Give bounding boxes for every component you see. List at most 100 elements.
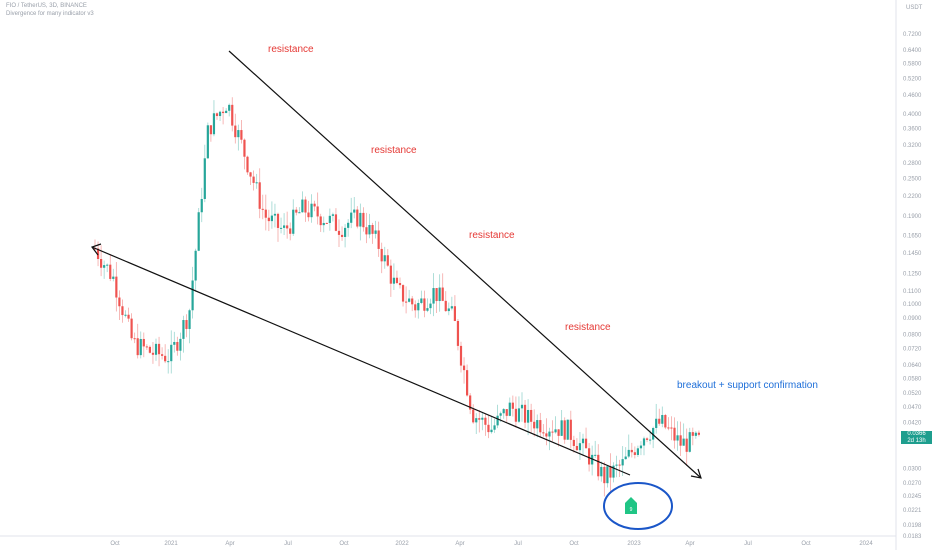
candle-body [276, 213, 280, 228]
candle-body [286, 225, 289, 229]
candle-body [481, 417, 484, 420]
candle-body [161, 354, 164, 356]
candle-body [231, 104, 234, 126]
candle-body [615, 464, 618, 466]
candle-body [456, 320, 460, 346]
candle-body [292, 209, 295, 234]
candle-body [694, 432, 697, 436]
candle-body [462, 365, 466, 371]
candle-body [554, 429, 557, 433]
candle-body [475, 418, 478, 423]
candle-body [606, 466, 609, 484]
candle-body [649, 439, 652, 441]
candle-body [520, 404, 524, 409]
candle-body [618, 464, 621, 466]
candle-body [600, 466, 603, 477]
candle-body [185, 320, 188, 329]
candle-body [334, 214, 338, 231]
candle-body [661, 414, 664, 424]
last-price-tag: 0.0366 2d 13h [901, 431, 932, 444]
candle-body [362, 212, 365, 228]
candle-body [377, 230, 380, 249]
candle-body [252, 176, 255, 183]
candle-body [505, 409, 508, 416]
candle-body [642, 438, 646, 446]
candle-body [679, 435, 682, 446]
candle-body [215, 113, 219, 117]
candle-body [603, 466, 606, 484]
candle-body [514, 408, 517, 422]
candle-body [154, 343, 158, 355]
candle-body [212, 113, 216, 135]
y-tick-label: 0.2200 [903, 194, 922, 200]
candle-body [597, 454, 600, 477]
y-tick-label: 0.0900 [903, 316, 922, 322]
candle-body [255, 182, 258, 184]
support-trendline-arrow [91, 243, 102, 256]
candle-body [466, 370, 469, 396]
candle-body [115, 276, 118, 298]
candle-body [664, 414, 667, 428]
candle-body [478, 418, 481, 420]
candle-body [472, 409, 475, 423]
y-axis: 0.7200 0.6400 0.5800 0.5200 0.4600 0.4000 0.36… [903, 32, 922, 540]
candle-body [395, 277, 399, 284]
candle-body [594, 454, 597, 456]
candle-body [591, 454, 594, 465]
indicator-header: Divergence for many indicator v3 [6, 11, 94, 17]
candle-body [581, 438, 585, 444]
candle-body [508, 402, 511, 416]
y-tick-label: 0.1450 [903, 251, 922, 257]
resistance-label: resistance [565, 322, 611, 333]
candle-body [209, 125, 212, 135]
candle-body [340, 234, 344, 237]
y-axis-unit: USDT [906, 5, 923, 11]
candle-body [222, 111, 225, 114]
candle-body [270, 215, 273, 222]
candle-body [426, 308, 429, 311]
candle-body [240, 130, 243, 140]
y-tick-label: 0.6400 [903, 48, 922, 54]
y-tick-label: 0.5200 [903, 76, 922, 82]
candle-body [575, 445, 578, 451]
candle-body [106, 264, 109, 266]
candle-body [182, 320, 185, 339]
candle-body [566, 419, 569, 440]
candle-body [258, 182, 261, 209]
candle-body [167, 361, 170, 363]
y-tick-label: 0.0520 [903, 391, 922, 397]
y-tick-label: 0.0183 [903, 534, 922, 540]
candle-body [685, 438, 688, 452]
x-tick-label: Oct [801, 541, 811, 547]
candle-body [325, 222, 328, 224]
candle-body [441, 287, 444, 301]
x-tick-label: Jul [514, 541, 522, 547]
candle-body [383, 255, 386, 262]
candle-body [536, 420, 539, 429]
candle-body [237, 130, 240, 138]
candle-body [148, 346, 151, 353]
candle-body [289, 228, 292, 234]
candle-body [191, 280, 194, 311]
candle-body [682, 438, 685, 446]
candles-layer [93, 97, 700, 497]
x-tick-label: 2023 [627, 541, 641, 547]
candle-body [438, 287, 441, 302]
candle-body [356, 209, 359, 227]
candle-body [127, 314, 130, 319]
candle-body [655, 418, 658, 428]
candle-body [621, 459, 624, 466]
candle-body [542, 432, 545, 434]
candle-body [578, 443, 582, 451]
candle-body [225, 110, 228, 114]
x-tick-label: 2022 [395, 541, 409, 547]
candle-body [197, 212, 200, 251]
candle-body [109, 264, 112, 279]
x-tick-label: Oct [339, 541, 349, 547]
candle-body [697, 432, 700, 435]
candle-body [435, 288, 438, 302]
candle-body [676, 435, 679, 441]
y-tick-label: 0.0470 [903, 405, 922, 411]
candle-body [298, 212, 301, 214]
